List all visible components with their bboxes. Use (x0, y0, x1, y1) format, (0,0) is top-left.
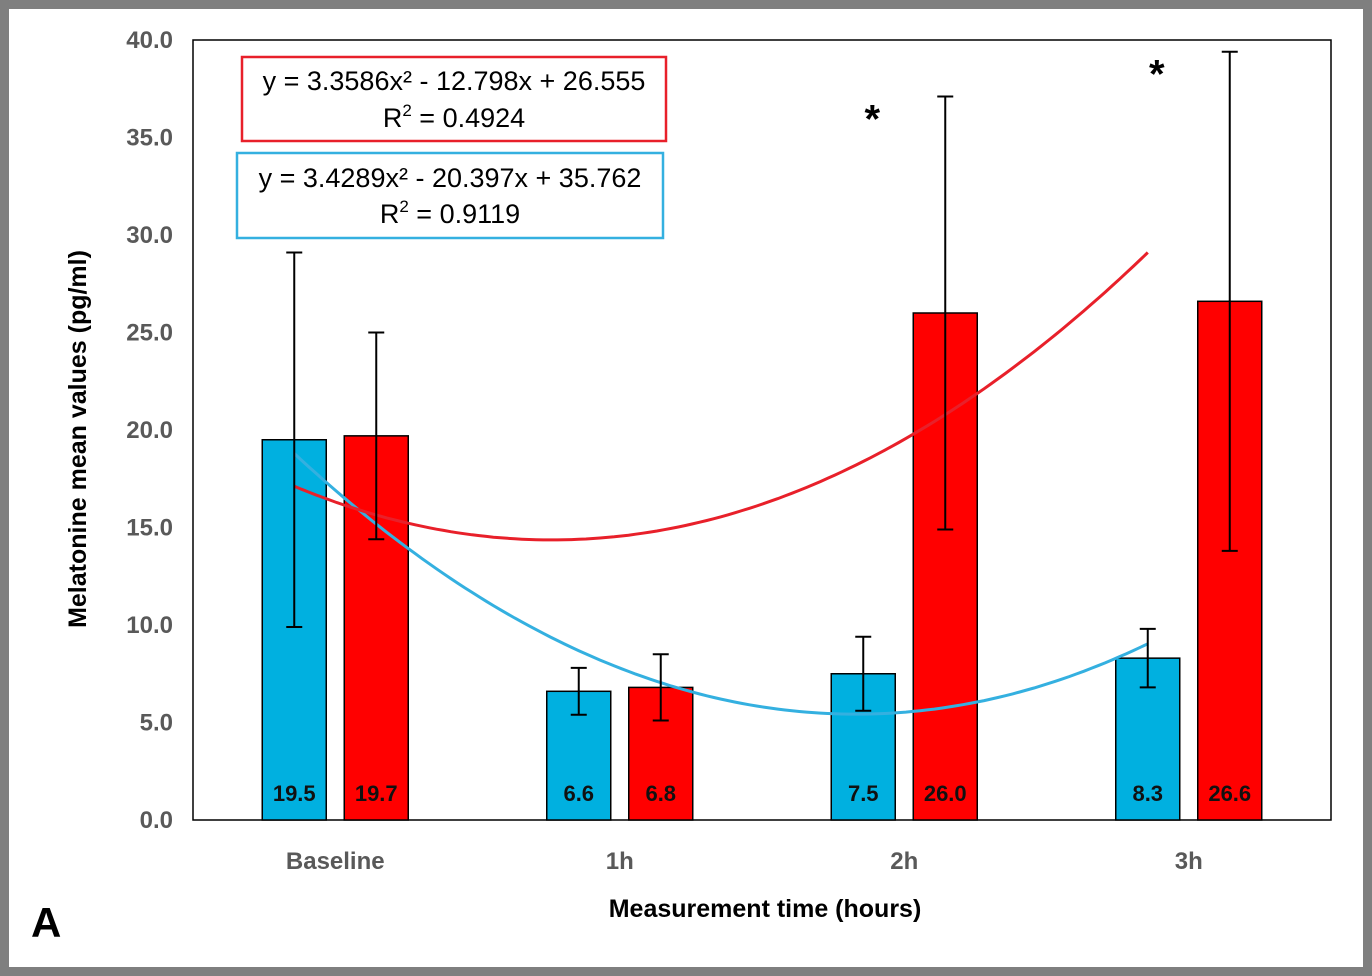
data-label-blue: 7.5 (848, 781, 879, 806)
significance-star: * (864, 98, 880, 142)
bar-chart: 19.5 6.6 7.5 8.3 19.7 6.8 26.0 26.6 0.0 5.0 10.0 1… (31, 27, 1332, 946)
red-equation-box: y = 3.3586x² - 12.798x + 26.555 R2 = 0.4… (240, 55, 668, 143)
x-category-label: 3h (1175, 848, 1203, 875)
trendline-layer (293, 251, 1149, 716)
y-tick-label: 15.0 (126, 515, 173, 542)
blue-equation-text: y = 3.4289x² - 20.397x + 35.762 (259, 163, 642, 193)
y-axis-title: Melatonine mean values (pg/ml) (64, 250, 92, 628)
x-category-label: 2h (890, 848, 918, 875)
bars-layer (261, 300, 1263, 821)
data-label-blue: 6.6 (563, 781, 594, 806)
y-tick-label: 20.0 (126, 417, 173, 444)
data-label-red: 26.0 (924, 781, 967, 806)
trendline-blue (293, 452, 1149, 716)
trendline-red (293, 251, 1149, 542)
data-label-red: 26.6 (1208, 781, 1251, 806)
y-tick-label: 30.0 (126, 222, 173, 249)
data-label-blue: 8.3 (1132, 781, 1163, 806)
y-tick-label: 25.0 (126, 320, 173, 347)
y-tick-label: 35.0 (126, 125, 173, 152)
plot-area (192, 39, 1332, 821)
significance-layer: ** (864, 53, 1165, 142)
red-equation-text: y = 3.3586x² - 12.798x + 26.555 (263, 66, 646, 96)
x-axis-title: Measurement time (hours) (609, 895, 922, 923)
panel-label: A (31, 899, 61, 946)
y-tick-label: 0.0 (140, 807, 173, 834)
data-label-red: 6.8 (645, 781, 676, 806)
significance-star: * (1149, 53, 1165, 97)
y-tick-label: 10.0 (126, 612, 173, 639)
x-category-label: Baseline (286, 848, 385, 875)
y-tick-label: 5.0 (140, 710, 173, 737)
data-label-red: 19.7 (355, 781, 398, 806)
x-category-label: 1h (606, 848, 634, 875)
error-bar-layer (286, 50, 1238, 722)
y-tick-label: 40.0 (126, 27, 173, 54)
x-category-layer: Baseline 1h 2h 3h (286, 848, 1203, 875)
data-label-layer: 19.5 6.6 7.5 8.3 19.7 6.8 26.0 26.6 (273, 781, 1251, 806)
y-tick-layer: 0.0 5.0 10.0 15.0 20.0 25.0 30.0 35.0 40.0 (126, 27, 173, 834)
blue-r2-text: R2 = 0.9119 (380, 197, 520, 229)
bar-red (343, 435, 409, 821)
red-r2-text: R2 = 0.4924 (383, 101, 525, 133)
blue-equation-box: y = 3.4289x² - 20.397x + 35.762 R2 = 0.9… (235, 151, 665, 240)
data-label-blue: 19.5 (273, 781, 316, 806)
